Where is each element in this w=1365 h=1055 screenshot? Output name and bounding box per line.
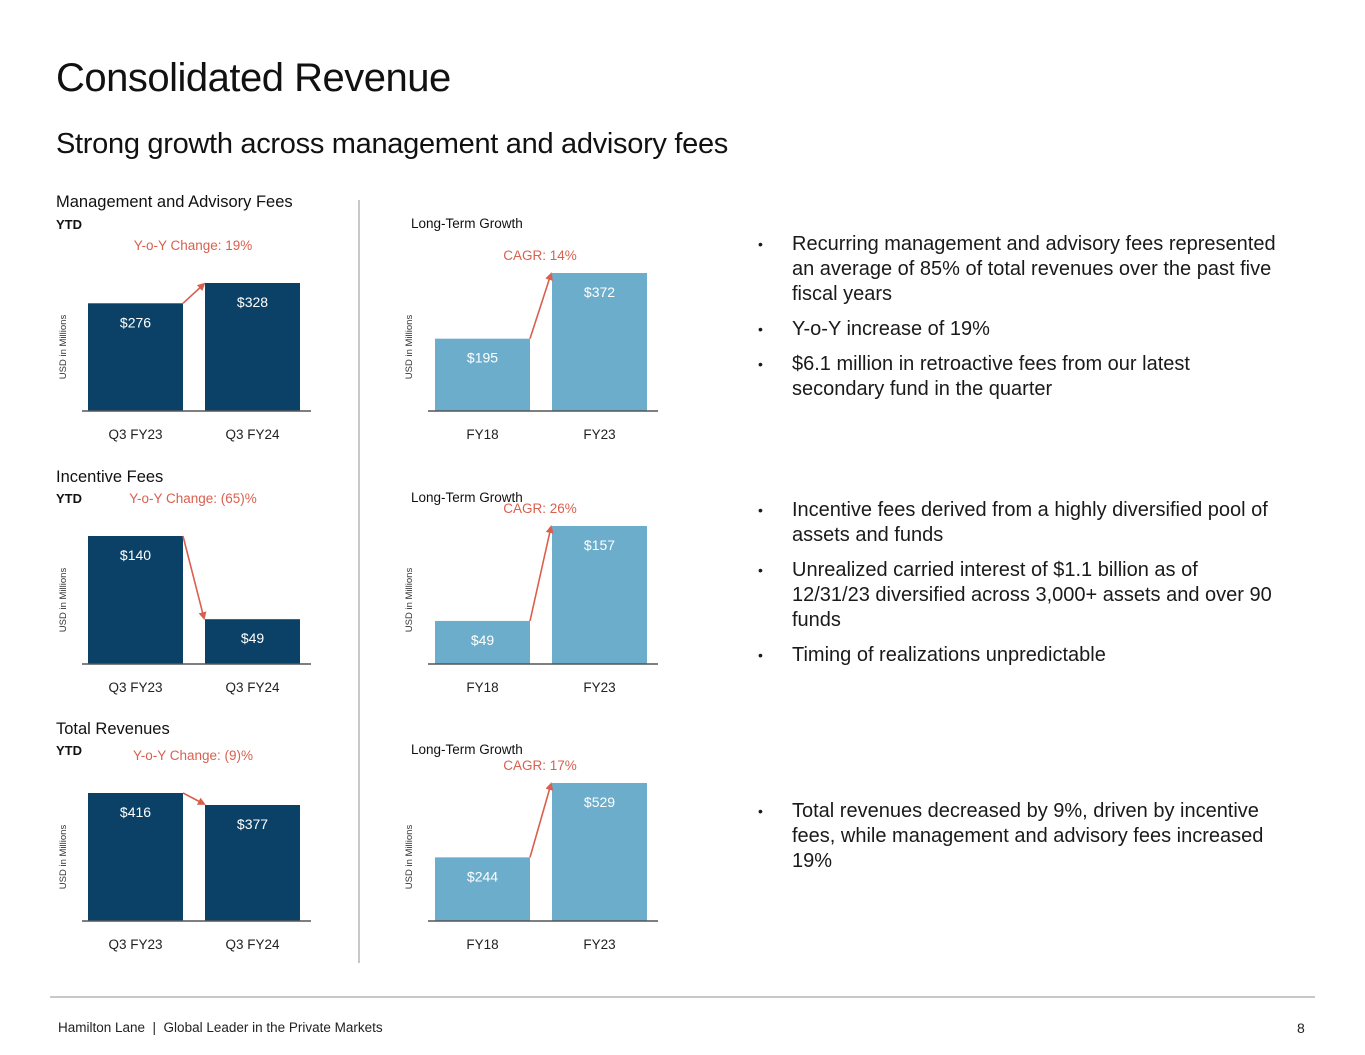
chart-svg: $244 FY18 $529 FY23 USD in Millions CAGR: 17% [404, 758, 658, 952]
x-tick-label: FY23 [583, 680, 615, 695]
chart-subtitle-total-ytd: YTD [56, 743, 82, 758]
bullet-icon: • [758, 803, 763, 819]
bullet-icon: • [758, 647, 763, 663]
x-tick-label: FY23 [583, 427, 615, 442]
bullet-item: • Y-o-Y increase of 19% [758, 318, 990, 340]
change-arrow-icon [529, 272, 553, 339]
bar [552, 783, 647, 921]
bar-data-label: $372 [584, 284, 615, 300]
bar-data-label: $49 [241, 630, 265, 646]
bullets-incentive: • Incentive fees derived from a highly di… [758, 498, 1278, 678]
x-tick-label: FY23 [583, 937, 615, 952]
page-number: 8 [1297, 1020, 1305, 1036]
y-axis-label: USD in Millions [404, 315, 415, 380]
change-annotation: CAGR: 17% [503, 758, 577, 773]
bar [88, 303, 183, 411]
bullet-item: • Total revenues decreased by 9%, driven … [758, 800, 1264, 872]
x-tick-label: Q3 FY24 [225, 937, 280, 952]
bullet-icon: • [758, 356, 763, 372]
bar-data-label: $377 [237, 816, 268, 832]
bar [435, 620, 530, 664]
bar-data-label: $328 [237, 294, 268, 310]
chart-subtitle-incentive-ytd: YTD [56, 491, 82, 506]
bar-data-label: $49 [471, 632, 495, 648]
chart-title-mgmt-lt: Long-Term Growth [411, 216, 523, 231]
chart-title-total-ytd: Total Revenues [56, 720, 170, 738]
bar [552, 273, 647, 411]
chart-svg: $195 FY18 $372 FY23 USD in Millions CAGR: 14% [404, 248, 658, 442]
chart-total-ytd: $416 Q3 FY23 $377 Q3 FY24 USD in Millions Y-o… [50, 740, 320, 970]
x-tick-label: Q3 FY24 [225, 680, 280, 695]
x-tick-label: FY18 [466, 937, 498, 952]
bar-data-label: $140 [120, 547, 151, 563]
bullet-item: • Timing of realizations unpredictable [758, 644, 1106, 666]
bar-data-label: $276 [120, 314, 151, 330]
vertical-divider [358, 200, 360, 963]
x-tick-label: Q3 FY23 [108, 427, 162, 442]
y-axis-label: USD in Millions [404, 568, 415, 633]
chart-subtitle-mgmt-ytd: YTD [56, 217, 82, 232]
page-subtitle: Strong growth across management and advi… [56, 128, 728, 160]
chart-svg: $416 Q3 FY23 $377 Q3 FY24 USD in Millions Y-o… [58, 748, 311, 952]
chart-title-total-lt: Long-Term Growth [411, 742, 523, 757]
change-arrow-icon [529, 525, 554, 622]
change-arrow-icon [182, 792, 206, 805]
change-arrow-icon [529, 782, 554, 858]
bullet-icon: • [758, 502, 763, 518]
chart-mgmt-lt: $195 FY18 $372 FY23 USD in Millions CAGR: 14% [400, 230, 670, 460]
bar-data-label: $157 [584, 537, 615, 553]
chart-title-mgmt-ytd: Management and Advisory Fees [56, 193, 293, 211]
bar [88, 536, 183, 664]
change-annotation: CAGR: 14% [503, 248, 577, 263]
y-axis-label: USD in Millions [404, 825, 415, 890]
x-tick-label: Q3 FY23 [108, 937, 162, 952]
bar-data-label: $416 [120, 804, 151, 820]
y-axis-label: USD in Millions [58, 568, 69, 633]
change-annotation: Y-o-Y Change: (9)% [133, 748, 253, 763]
bar-data-label: $244 [467, 868, 498, 884]
chart-mgmt-ytd: $276 Q3 FY23 $328 Q3 FY24 USD in Millions Y-o… [50, 230, 320, 460]
x-tick-label: FY18 [466, 680, 498, 695]
footer-text: Hamilton Lane | Global Leader in the Pri… [58, 1020, 383, 1035]
change-annotation: Y-o-Y Change: 19% [134, 238, 253, 253]
bullets-total: • Total revenues decreased by 9%, driven … [758, 799, 1278, 884]
bullet-item: • Recurring management and advisory fees … [758, 233, 1276, 305]
x-tick-label: FY18 [466, 427, 498, 442]
chart-incentive-ytd: $140 Q3 FY23 $49 Q3 FY24 USD in Millions Y-o-… [50, 483, 320, 713]
chart-title-incentive-ytd: Incentive Fees [56, 468, 164, 486]
bar-data-label: $529 [584, 794, 615, 810]
bar [205, 283, 300, 411]
page-title: Consolidated Revenue [56, 56, 451, 100]
chart-total-lt: $244 FY18 $529 FY23 USD in Millions CAGR: 17% [400, 740, 670, 970]
x-tick-label: Q3 FY23 [108, 680, 162, 695]
bar [435, 338, 530, 411]
bullet-icon: • [758, 562, 763, 578]
change-annotation: CAGR: 26% [503, 501, 577, 516]
bullets-management: • Recurring management and advisory fees … [758, 232, 1278, 412]
bar [205, 805, 300, 921]
chart-svg: $276 Q3 FY23 $328 Q3 FY24 USD in Millions Y-o… [58, 238, 311, 442]
y-axis-label: USD in Millions [58, 825, 69, 890]
bullet-icon: • [758, 236, 763, 252]
bullet-item: • Incentive fees derived from a highly di… [758, 499, 1268, 546]
chart-svg: $49 FY18 $157 FY23 USD in Millions CAGR: 26% [404, 501, 658, 695]
chart-title-incentive-lt: Long-Term Growth [411, 490, 523, 505]
x-tick-label: Q3 FY24 [225, 427, 280, 442]
bullet-icon: • [758, 321, 763, 337]
bar-data-label: $195 [467, 350, 498, 366]
bullet-item: • $6.1 million in retroactive fees from o… [758, 353, 1190, 400]
footer-divider [50, 996, 1315, 998]
bar [435, 857, 530, 921]
chart-svg: $140 Q3 FY23 $49 Q3 FY24 USD in Millions Y-o-… [58, 491, 311, 695]
bar [88, 793, 183, 921]
bar [205, 619, 300, 664]
bar [552, 526, 647, 664]
change-arrow-icon [182, 282, 206, 304]
change-arrow-icon [182, 535, 207, 621]
bullet-item: • Unrealized carried interest of $1.1 bil… [758, 559, 1272, 631]
y-axis-label: USD in Millions [58, 315, 69, 380]
chart-incentive-lt: $49 FY18 $157 FY23 USD in Millions CAGR: 26% [400, 483, 670, 713]
change-annotation: Y-o-Y Change: (65)% [129, 491, 257, 506]
